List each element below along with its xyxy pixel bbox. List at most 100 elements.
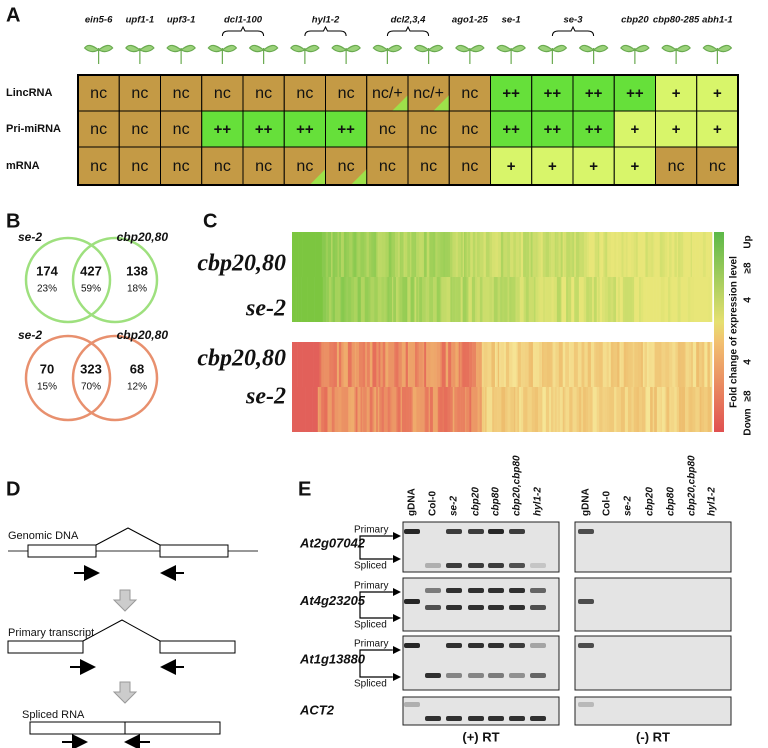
heatmap-stripe bbox=[416, 232, 420, 277]
heatmap-stripe bbox=[372, 342, 377, 387]
heatmap-stripe bbox=[319, 342, 322, 387]
heatmap-stripe bbox=[443, 277, 447, 322]
heatmap-stripe bbox=[331, 387, 334, 432]
heatmap-stripe bbox=[437, 387, 440, 432]
heatmap-stripe bbox=[571, 277, 575, 322]
heatmap-stripe bbox=[563, 232, 567, 277]
heatmap-stripe bbox=[606, 342, 610, 387]
heatmap-stripe bbox=[543, 342, 548, 387]
panel-label: D bbox=[6, 478, 20, 500]
heatmap-stripe bbox=[439, 387, 443, 432]
heatmap-stripe bbox=[366, 387, 369, 432]
heatmap-stripe bbox=[697, 387, 700, 432]
heatmap-stripe bbox=[614, 232, 617, 277]
heatmap-stripe bbox=[482, 277, 487, 322]
cell-text: nc bbox=[90, 121, 107, 138]
heatmap-stripe bbox=[501, 387, 506, 432]
heatmap-stripe bbox=[477, 277, 481, 322]
cell-text: ++ bbox=[214, 121, 232, 138]
cell bbox=[531, 74, 574, 112]
gel-band bbox=[446, 588, 462, 593]
heatmap-stripe bbox=[415, 232, 417, 277]
cell-text: + bbox=[630, 158, 639, 175]
heatmap-stripe bbox=[359, 342, 364, 387]
cell bbox=[77, 110, 120, 148]
heatmap-stripe bbox=[396, 277, 399, 322]
heatmap-stripe bbox=[314, 342, 318, 387]
corner bbox=[309, 169, 326, 185]
heatmap-stripe bbox=[653, 277, 657, 322]
legend-tick: ≥8 bbox=[743, 390, 754, 401]
cell bbox=[118, 74, 161, 112]
heatmap-stripe bbox=[640, 342, 644, 387]
heatmap-stripe bbox=[643, 232, 646, 277]
heatmap-stripe bbox=[623, 342, 627, 387]
heatmap-stripe bbox=[553, 342, 556, 387]
venn-circle bbox=[71, 334, 159, 422]
heatmap-stripe bbox=[469, 342, 473, 387]
heatmap-stripe bbox=[565, 387, 570, 432]
heatmap-stripe bbox=[596, 387, 600, 432]
gel-band bbox=[530, 716, 546, 721]
heatmap-stripe bbox=[575, 232, 580, 277]
heatmap-stripe bbox=[425, 277, 427, 322]
heatmap-stripe bbox=[292, 232, 295, 277]
heatmap-stripe bbox=[341, 277, 345, 322]
heatmap-stripe bbox=[446, 277, 451, 322]
gel-band bbox=[578, 643, 594, 648]
heatmap-stripe bbox=[690, 277, 695, 322]
heatmap-stripe bbox=[702, 232, 707, 277]
heatmap-stripe bbox=[607, 277, 611, 322]
cell bbox=[242, 146, 285, 186]
heatmap-stripe bbox=[386, 277, 388, 322]
heatmap-stripe bbox=[401, 342, 406, 387]
heatmap-stripe bbox=[295, 277, 297, 322]
cell-text: nc bbox=[461, 85, 478, 102]
heatmap-stripe bbox=[324, 342, 327, 387]
heatmap-stripe bbox=[372, 387, 375, 432]
lane-label: gDNA bbox=[407, 488, 418, 516]
cell bbox=[655, 74, 698, 112]
heatmap-stripe bbox=[409, 387, 412, 432]
heatmap-stripe bbox=[664, 232, 668, 277]
heatmap-stripe bbox=[312, 277, 315, 322]
heatmap-stripe bbox=[368, 277, 371, 322]
heatmap-stripe bbox=[589, 277, 593, 322]
heatmap-stripe bbox=[357, 277, 362, 322]
heatmap-stripe bbox=[351, 342, 356, 387]
heatmap-stripe bbox=[347, 277, 352, 322]
bracket bbox=[359, 591, 392, 619]
heatmap-stripe bbox=[507, 232, 511, 277]
heatmap-stripe bbox=[550, 387, 554, 432]
cell-text: nc bbox=[379, 158, 396, 175]
brace bbox=[551, 25, 595, 37]
heatmap-stripe bbox=[438, 232, 441, 277]
heatmap-stripe bbox=[407, 232, 411, 277]
heatmap-stripe bbox=[398, 342, 403, 387]
heatmap-stripe bbox=[668, 232, 672, 277]
heatmap-stripe bbox=[313, 342, 316, 387]
heatmap-stripe bbox=[592, 232, 595, 277]
heatmap-stripe bbox=[610, 232, 615, 277]
process-arrow bbox=[112, 681, 138, 704]
legend-tick: 4 bbox=[743, 359, 754, 365]
heatmap-stripe bbox=[471, 387, 476, 432]
gene-label: At1g13880 bbox=[299, 651, 366, 666]
heatmap-stripe bbox=[599, 342, 604, 387]
mutant-label: cbp80-285 bbox=[653, 15, 700, 26]
heatmap-stripe bbox=[320, 232, 323, 277]
brace bbox=[386, 25, 430, 37]
heatmap-stripe bbox=[601, 277, 605, 322]
heatmap-stripe bbox=[344, 277, 347, 322]
heatmap-stripe bbox=[421, 277, 425, 322]
heatmap-stripe bbox=[534, 387, 539, 432]
heatmap-stripe bbox=[322, 277, 327, 322]
cell-text: nc bbox=[131, 85, 148, 102]
heatmap-stripe bbox=[362, 342, 366, 387]
heatmap-stripe bbox=[475, 232, 478, 277]
heatmap-stripe bbox=[437, 232, 439, 277]
heatmap-stripe bbox=[361, 387, 364, 432]
heatmap-stripe bbox=[656, 387, 660, 432]
heatmap-stripe bbox=[481, 342, 484, 387]
heatmap-stripe bbox=[336, 342, 338, 387]
